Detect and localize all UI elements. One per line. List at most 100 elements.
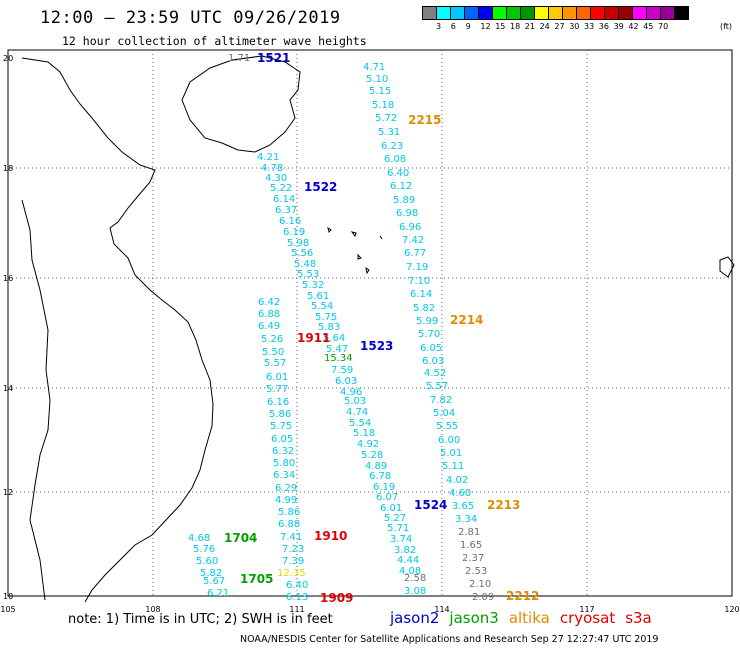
satellite-name: altika	[508, 609, 550, 627]
longitude-tick: 105	[0, 605, 15, 614]
wave-height-value: 5.99	[416, 316, 438, 327]
legend-label: 30	[569, 22, 580, 31]
wave-height-value: 5.86	[269, 409, 291, 420]
wave-height-value: 5.61	[307, 291, 329, 302]
east-islet	[719, 256, 735, 278]
wave-height-value: 5.10	[366, 74, 388, 85]
legend-label: 42	[628, 22, 639, 31]
pass-time-label: 1705	[240, 572, 273, 586]
pass-time-label: 1523	[360, 339, 393, 353]
wave-height-value: 5.57	[426, 381, 448, 392]
pass-time-label: 2215	[408, 113, 441, 127]
wave-height-value: 5.64	[323, 333, 345, 344]
coastline	[21, 55, 735, 603]
pass-time-label: 1909	[320, 591, 353, 605]
wave-height-value: 4.30	[265, 173, 287, 184]
pass-time-label: 1521	[257, 51, 290, 65]
wave-height-value: 7.23	[282, 544, 304, 555]
wave-height-value: 5.22	[270, 183, 292, 194]
wave-height-value: 6.77	[404, 248, 426, 259]
wave-height-value: 4.08	[399, 566, 421, 577]
wave-height-value: 5.76	[193, 544, 215, 555]
wave-height-value: 4.78	[261, 163, 283, 174]
wave-height-value: 6.42	[258, 297, 280, 308]
legend-label: 36	[598, 22, 609, 31]
wave-height-value: 6.05	[420, 343, 442, 354]
wave-height-value: 1.71	[228, 53, 250, 64]
pass-time-label: 2212	[506, 589, 539, 603]
wave-height-value: 5.89	[393, 195, 415, 206]
wave-height-value: 3.65	[452, 501, 474, 512]
wave-height-value: 3.08	[404, 586, 426, 597]
legend-labels: 3 6 9 12 15 18 21 24 27 30 33 36 39 42 45 70 (ft)	[422, 22, 740, 34]
legend-unit: (ft)	[720, 22, 733, 31]
wave-height-value: 5.75	[315, 312, 337, 323]
wave-height-value: 5.28	[361, 450, 383, 461]
wave-height-value: 5.83	[318, 322, 340, 333]
satellite-name: s3a	[625, 609, 652, 627]
wave-height-value: 6.49	[258, 321, 280, 332]
wave-height-value: 4.02	[446, 475, 468, 486]
longitude-tick: 108	[145, 605, 160, 614]
wave-height-value: 6.12	[390, 181, 412, 192]
satellite-name: jason3	[449, 609, 499, 627]
note-text: note: 1) Time is in UTC; 2) SWH is in fe…	[68, 612, 333, 627]
satellite-key: jason2 jason3 altika cryosat s3a	[390, 609, 662, 627]
wave-height-value: 5.01	[440, 448, 462, 459]
wave-height-value: 5.86	[278, 507, 300, 518]
wave-height-value: 6.40	[387, 168, 409, 179]
wave-height-value: 5.82	[413, 303, 435, 314]
wave-height-value: 6.01	[380, 503, 402, 514]
wave-height-value: 6.78	[369, 471, 391, 482]
pass-time-label: 1524	[414, 498, 447, 512]
wave-height-value: 5.67	[203, 576, 225, 587]
wave-height-value: 3.34	[455, 514, 477, 525]
wave-height-value: 4.74	[346, 407, 368, 418]
wave-height-value: 2.09	[472, 592, 494, 603]
wave-height-value: 5.75	[270, 421, 292, 432]
wave-height-value: 7.82	[430, 395, 452, 406]
wave-height-value: 7.39	[282, 556, 304, 567]
wave-height-value: 4.60	[449, 488, 471, 499]
altimeter-tracks: 4.715.105.15 5.18 5.72 5.31 6.23 6.08 6.40 6.12…	[188, 51, 539, 605]
longitude-tick: 120	[724, 605, 739, 614]
wave-height-value: 6.21	[207, 588, 229, 599]
latitude-tick: 16	[3, 274, 13, 283]
wave-height-value: 7.41	[280, 532, 302, 543]
wave-height-value: 5.60	[196, 556, 218, 567]
longitude-tick: 111	[289, 605, 304, 614]
pass-time-label: 2214	[450, 313, 483, 327]
wave-height-value: 6.14	[273, 194, 295, 205]
wave-height-value: 5.26	[261, 334, 283, 345]
wave-height-value: 6.05	[271, 434, 293, 445]
wave-height-value: 6.07	[376, 492, 398, 503]
wave-height-value: 5.32	[302, 280, 324, 291]
legend-label: 45	[643, 22, 654, 31]
wave-height-value: 6.03	[335, 376, 357, 387]
wave-height-value: 3.82	[394, 545, 416, 556]
legend-label: 6	[450, 22, 456, 31]
legend-swatch	[674, 6, 689, 20]
latitude-tick: 14	[3, 384, 13, 393]
wave-height-value: 2.53	[465, 566, 487, 577]
wave-height-value: 4.44	[397, 555, 419, 566]
wave-height-value: 6.16	[279, 216, 301, 227]
wave-height-value: 5.82	[200, 568, 222, 579]
wave-height-value: 6.37	[275, 205, 297, 216]
map-subtitle: 12 hour collection of altimeter wave hei…	[62, 34, 367, 48]
legend-label: 18	[510, 22, 521, 31]
wave-height-value: 1.65	[460, 540, 482, 551]
legend-label: 70	[658, 22, 669, 31]
pass-time-label: 1910	[314, 529, 347, 543]
map-frame	[7, 49, 733, 597]
wave-height-value: 4.71	[363, 62, 385, 73]
satellite-name: jason2	[390, 609, 440, 627]
wave-height-value: 2.37	[462, 553, 484, 564]
latitude-tick: 20	[3, 54, 13, 63]
wave-height-value: 5.04	[433, 408, 455, 419]
wave-height-value: 6.32	[272, 446, 294, 457]
wave-height-value: 5.77	[266, 384, 288, 395]
wave-height-value: 4.21	[257, 152, 279, 163]
wave-height-value: 6.29	[275, 483, 297, 494]
